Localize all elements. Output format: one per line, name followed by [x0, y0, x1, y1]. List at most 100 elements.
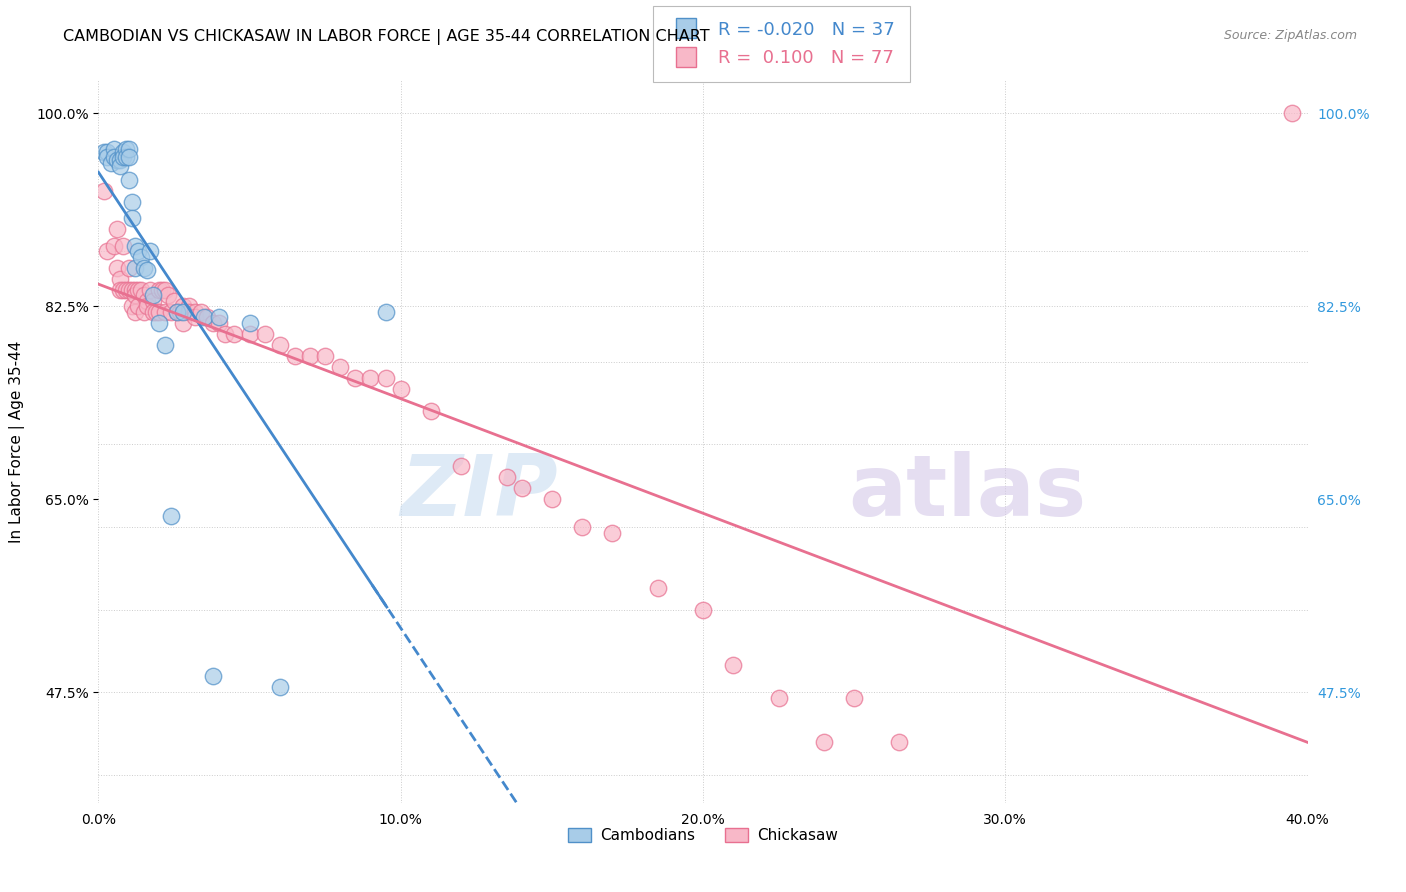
Point	[118, 142, 141, 156]
Point	[495, 470, 517, 484]
Point	[208, 310, 231, 325]
Point	[100, 156, 122, 170]
Point	[103, 151, 125, 165]
Point	[148, 305, 170, 319]
Point	[103, 238, 125, 252]
Point	[114, 142, 136, 156]
Point	[172, 305, 194, 319]
Point	[127, 244, 149, 259]
Point	[132, 288, 155, 302]
Point	[118, 172, 141, 186]
Point	[135, 293, 157, 308]
Point	[148, 283, 170, 297]
Point	[163, 293, 186, 308]
Point	[150, 283, 173, 297]
Point	[127, 283, 149, 297]
Point	[105, 260, 128, 275]
Point	[114, 283, 136, 297]
Y-axis label: In Labor Force | Age 35-44: In Labor Force | Age 35-44	[8, 341, 25, 542]
Text: Source: ZipAtlas.com: Source: ZipAtlas.com	[1223, 29, 1357, 42]
Point	[193, 310, 215, 325]
Point	[269, 680, 291, 694]
Point	[172, 300, 194, 314]
Point	[135, 263, 157, 277]
Point	[108, 159, 131, 173]
Point	[602, 525, 624, 540]
Point	[389, 382, 412, 396]
Point	[139, 244, 162, 259]
Text: atlas: atlas	[848, 450, 1087, 533]
Point	[184, 310, 207, 325]
Point	[208, 316, 231, 330]
Point	[510, 482, 533, 496]
Point	[889, 735, 911, 749]
Point	[111, 145, 134, 159]
Point	[269, 338, 291, 352]
Point	[96, 244, 118, 259]
Point	[1281, 106, 1303, 120]
Point	[190, 305, 212, 319]
Point	[239, 316, 262, 330]
Point	[284, 349, 307, 363]
Point	[135, 300, 157, 314]
Point	[139, 283, 162, 297]
Point	[142, 293, 165, 308]
Point	[374, 305, 396, 319]
Point	[166, 305, 188, 319]
Point	[108, 283, 131, 297]
Point	[450, 459, 472, 474]
Point	[214, 326, 236, 341]
Point	[118, 283, 141, 297]
Point	[723, 657, 745, 672]
Point	[108, 153, 131, 167]
Point	[105, 222, 128, 236]
Point	[121, 194, 143, 209]
Point	[374, 371, 396, 385]
Point	[647, 581, 669, 595]
Point	[127, 300, 149, 314]
Point	[153, 338, 176, 352]
Point	[172, 316, 194, 330]
Point	[239, 326, 262, 341]
Point	[224, 326, 246, 341]
Point	[160, 508, 183, 523]
Point	[169, 305, 191, 319]
Point	[299, 349, 322, 363]
Point	[96, 151, 118, 165]
Point	[420, 404, 443, 418]
Point	[111, 151, 134, 165]
Point	[253, 326, 276, 341]
Point	[111, 238, 134, 252]
Point	[118, 151, 141, 165]
Point	[105, 153, 128, 167]
Point	[132, 305, 155, 319]
Point	[156, 288, 179, 302]
Point	[179, 305, 201, 319]
Point	[118, 260, 141, 275]
Point	[121, 283, 143, 297]
Point	[145, 305, 167, 319]
Point	[142, 305, 165, 319]
Point	[124, 238, 146, 252]
Point	[103, 142, 125, 156]
Point	[166, 305, 188, 319]
Point	[132, 260, 155, 275]
Point	[160, 305, 183, 319]
Point	[124, 283, 146, 297]
Point	[124, 288, 146, 302]
Text: CAMBODIAN VS CHICKASAW IN LABOR FORCE | AGE 35-44 CORRELATION CHART: CAMBODIAN VS CHICKASAW IN LABOR FORCE | …	[63, 29, 710, 45]
Point	[202, 669, 225, 683]
Point	[129, 250, 152, 264]
Point	[360, 371, 382, 385]
Point	[124, 260, 146, 275]
Point	[108, 272, 131, 286]
Point	[121, 300, 143, 314]
Point	[111, 283, 134, 297]
Point	[124, 305, 146, 319]
Point	[768, 691, 790, 706]
Point	[184, 305, 207, 319]
Point	[179, 300, 201, 314]
Point	[96, 145, 118, 159]
Point	[571, 520, 593, 534]
Point	[344, 371, 367, 385]
